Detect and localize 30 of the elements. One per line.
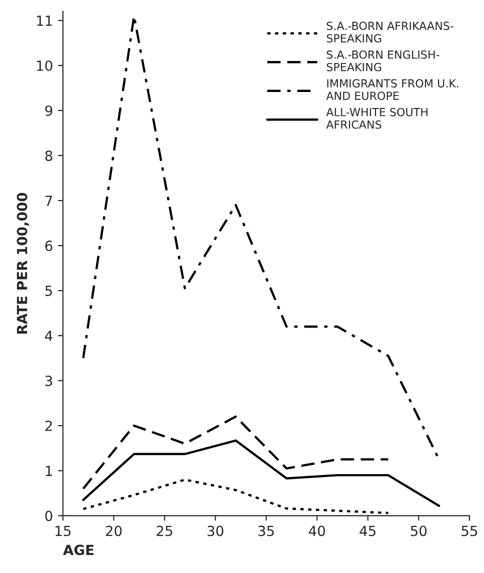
line-series — [82, 439, 440, 507]
y-tick-label: 9 — [45, 105, 52, 116]
y-tick-label: 1 — [46, 466, 52, 476]
legend-label: S.A.-BORN AFRIKAANS- SPEAKING — [326, 22, 454, 43]
y-tick-label: 6 — [45, 240, 52, 252]
y-tick-label: 8 — [45, 150, 52, 162]
x-axis-title: AGE — [62, 544, 94, 556]
y-tick-label: 7 — [46, 196, 52, 206]
y-tick-label: 10 — [37, 60, 52, 71]
y-tick-label: 4 — [45, 330, 52, 341]
y-tick-label: 2 — [45, 420, 52, 431]
x-tick-label: 50 — [410, 526, 427, 536]
legend-label: S.A.-BORN ENGLISH- SPEAKING — [326, 50, 440, 72]
y-axis-title: RATE PER 100,000 — [16, 192, 30, 334]
x-tick-label: 25 — [156, 526, 172, 536]
x-tick-label: 35 — [258, 526, 274, 536]
y-tick-label: 5 — [45, 286, 52, 296]
x-tick-label: 20 — [106, 526, 122, 536]
legend-label: IMMIGRANTS FROM U.K. AND EUROPE — [326, 79, 458, 100]
legend-label: ALL-WHITE SOUTH AFRICANS — [326, 108, 428, 129]
x-tick-label: 45 — [360, 526, 376, 536]
x-tick-label: 55 — [462, 526, 478, 536]
x-tick-label: 15 — [56, 526, 71, 536]
line-series — [82, 416, 390, 490]
line-series — [82, 478, 390, 514]
y-tick-label: 0 — [45, 510, 52, 522]
x-tick-label: 40 — [308, 526, 325, 536]
x-tick-label: 30 — [208, 526, 224, 536]
y-tick-label: 11 — [37, 16, 52, 26]
y-tick-label: 3 — [45, 376, 52, 386]
